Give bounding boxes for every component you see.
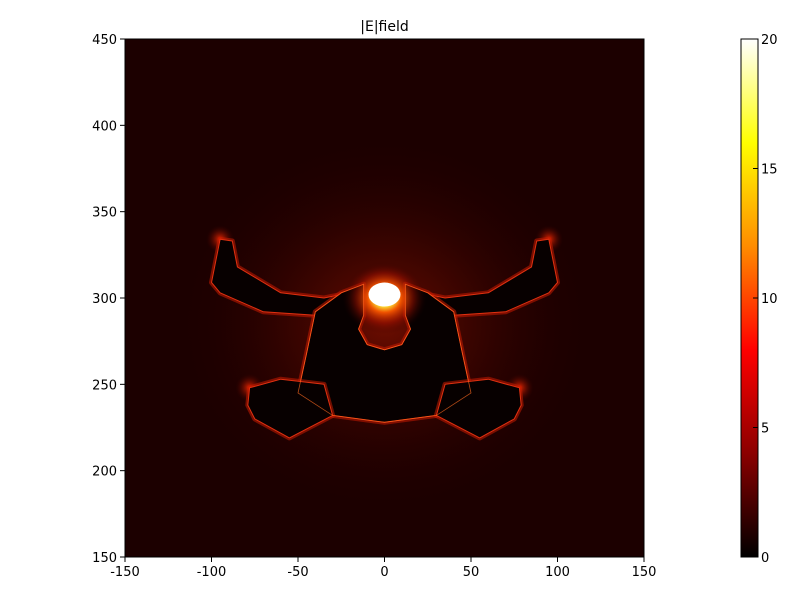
hotspot-group [297, 262, 472, 423]
hotspot-core [368, 282, 401, 307]
colorbar-tick-label: 15 [761, 163, 778, 178]
colorbar: 0 5 10 15 20 [740, 33, 778, 566]
y-tick-label: 150 [92, 551, 117, 566]
y-tick-label: 450 [92, 33, 117, 48]
x-tick-label: -100 [197, 565, 227, 580]
heatmap-area [125, 39, 644, 557]
region-lower-left-arm [247, 378, 334, 439]
y-tick-label: 200 [92, 465, 117, 480]
x-tick-label: 150 [632, 565, 657, 580]
x-tick-label: -150 [110, 565, 140, 580]
colorbar-tick-label: 5 [761, 422, 769, 437]
y-tick-label: 400 [92, 119, 117, 134]
colorbar-tick-label: 20 [761, 33, 778, 48]
y-tick-label: 300 [92, 292, 117, 307]
x-tick-label: -50 [287, 565, 308, 580]
x-tick-label: 0 [380, 565, 388, 580]
axes: -150 -100 -50 0 50 100 150 150 200 250 300 350 400 45… [92, 33, 656, 580]
chart-title: |E|field [360, 19, 409, 35]
colorbar-tick-label: 10 [761, 292, 778, 307]
y-tick-label: 250 [92, 378, 117, 393]
region-lower-right-arm [435, 378, 522, 439]
x-tick-label: 100 [545, 565, 570, 580]
center-body-outline [297, 283, 472, 423]
y-tick-label: 350 [92, 206, 117, 221]
x-tick-label: 50 [463, 565, 480, 580]
colorbar-tick-label: 0 [761, 551, 769, 566]
